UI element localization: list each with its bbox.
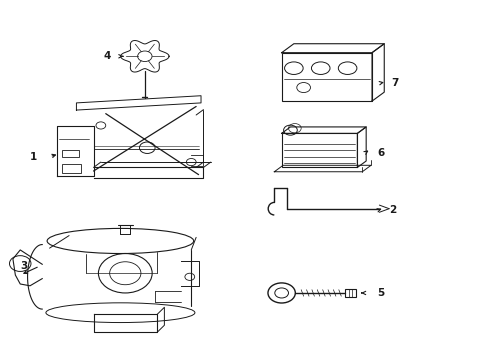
Text: 5: 5 [377, 288, 384, 298]
Text: 7: 7 [392, 78, 399, 88]
Text: 1: 1 [30, 152, 37, 162]
Text: 4: 4 [103, 51, 111, 61]
Text: 2: 2 [389, 206, 396, 216]
Text: 6: 6 [377, 148, 384, 158]
Text: 3: 3 [20, 261, 27, 271]
